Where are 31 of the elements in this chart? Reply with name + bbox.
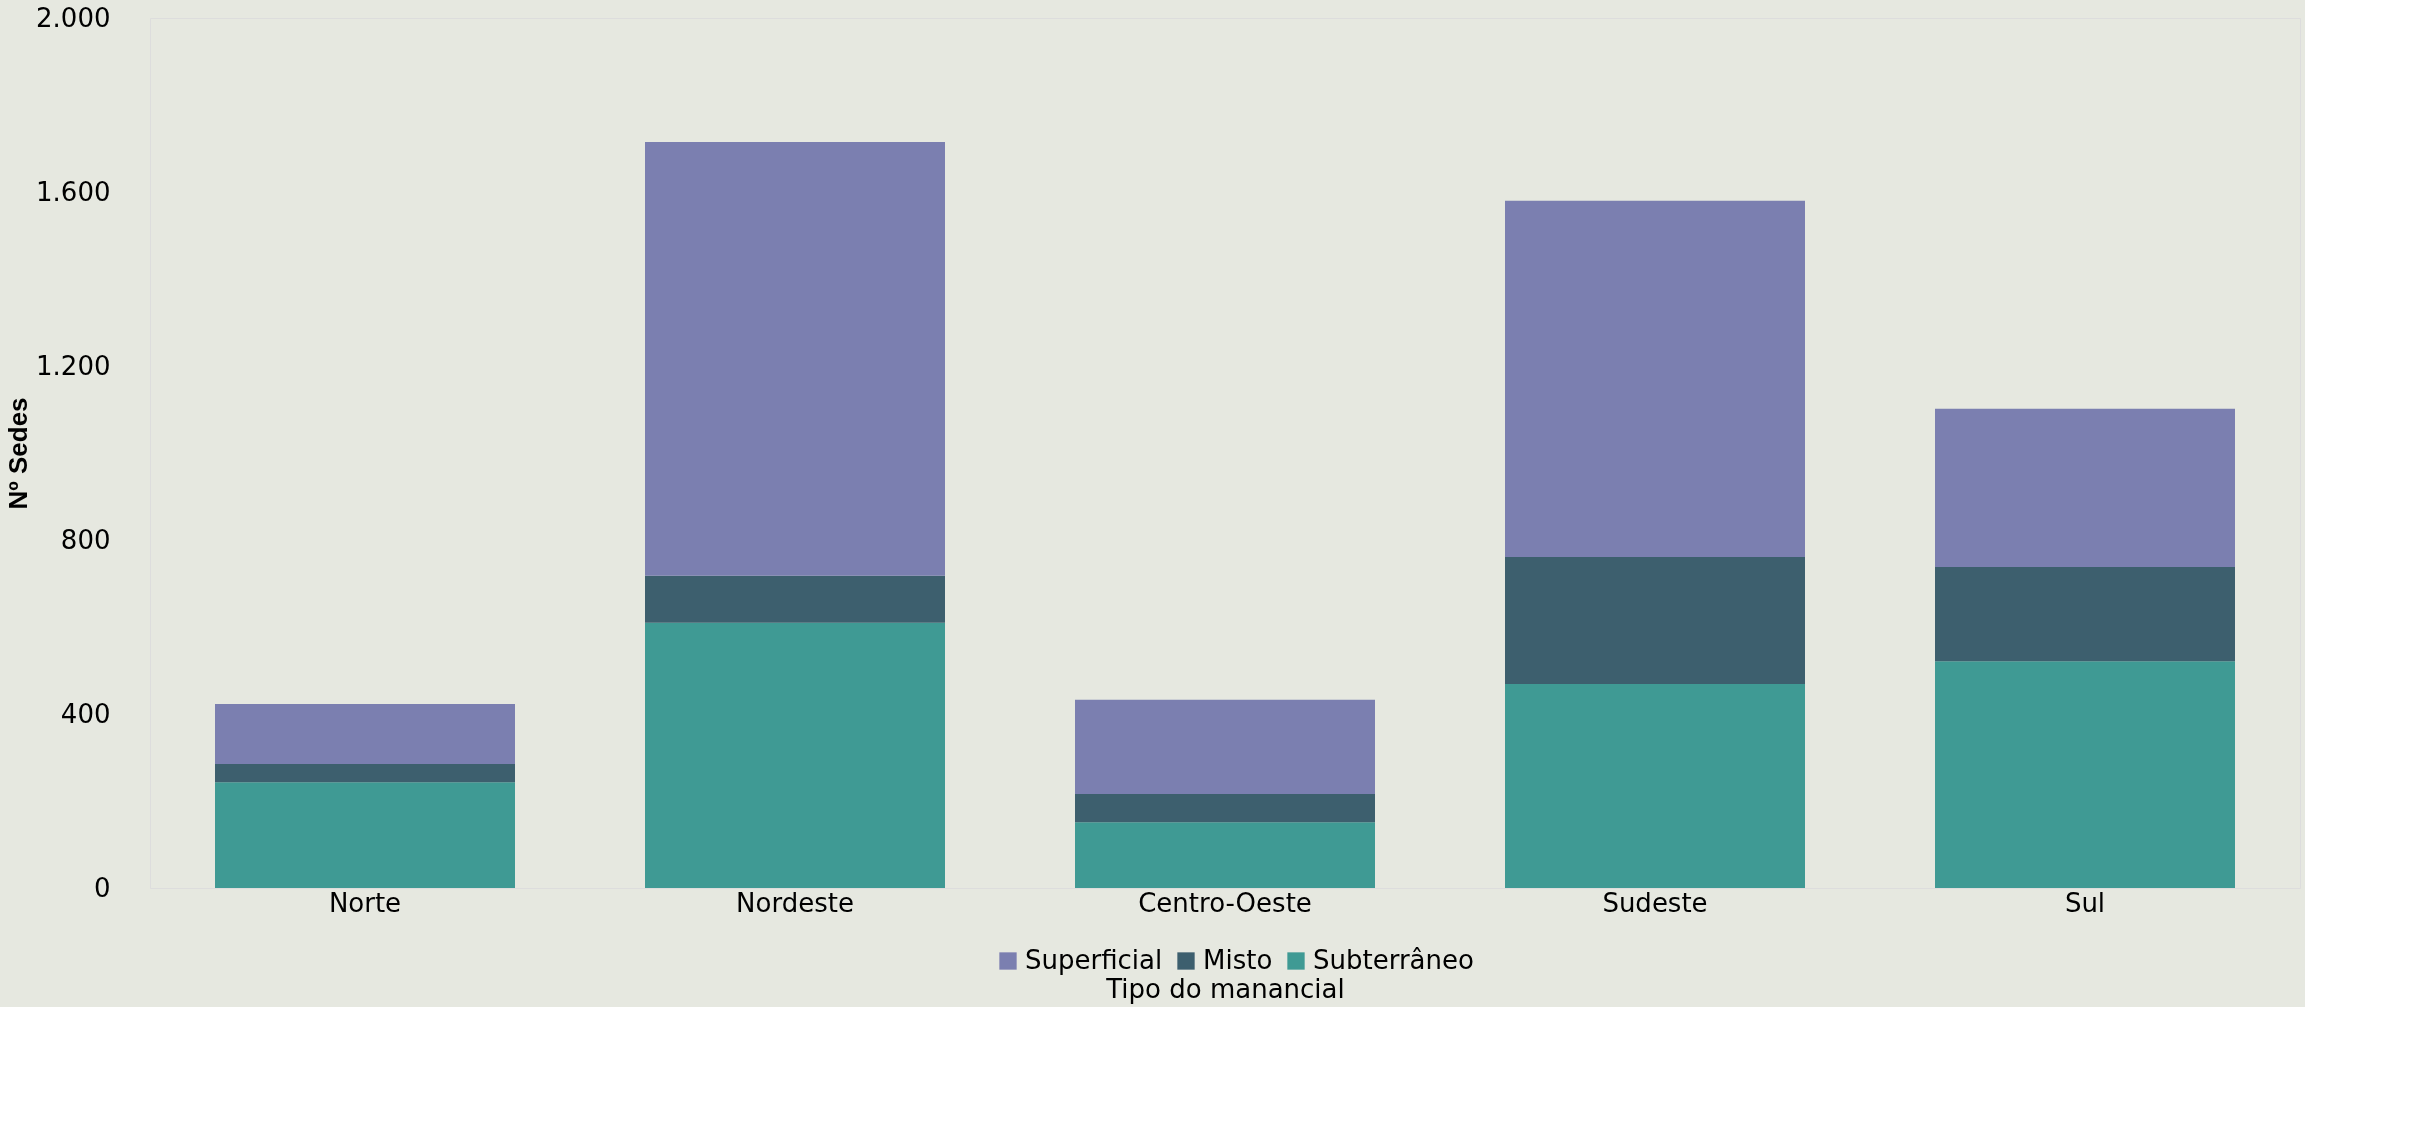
legend-label: Subterrâneo — [1313, 945, 1474, 975]
bar — [645, 622, 945, 888]
x-tick-label: Norte — [328, 887, 402, 918]
y-tick-label: 800 — [60, 524, 111, 555]
bar — [645, 141, 945, 576]
y-tick-label: 0 — [93, 872, 111, 903]
x-tick-label: Nordeste — [736, 887, 854, 918]
x-tick-label: Sul — [2064, 887, 2106, 918]
legend-label: Misto — [1203, 945, 1273, 975]
x-tick-label: Centro-Oeste — [1138, 887, 1312, 918]
x-tick-label: Sudeste — [1602, 887, 1708, 918]
bar — [215, 764, 515, 783]
y-tick-label: 1.600 — [36, 176, 111, 207]
bar — [645, 575, 945, 623]
bar — [1935, 661, 2235, 888]
bar — [1935, 566, 2235, 662]
x-axis-title: Tipo do manancial — [1105, 973, 1345, 1004]
bar — [1935, 408, 2235, 567]
bar — [215, 704, 515, 765]
bar — [1505, 683, 1805, 888]
y-tick-label: 2.000 — [36, 2, 111, 33]
y-tick-label: 400 — [60, 698, 111, 729]
legend-label: Superficial — [1025, 945, 1163, 975]
y-axis-title: Nº Sedes — [3, 397, 34, 510]
bar — [1075, 794, 1375, 823]
bar — [1075, 822, 1375, 888]
y-tick-label: 1.200 — [36, 350, 111, 381]
bar — [1505, 200, 1805, 557]
bar — [1505, 556, 1805, 684]
bar — [215, 782, 515, 888]
bar — [1075, 699, 1375, 795]
